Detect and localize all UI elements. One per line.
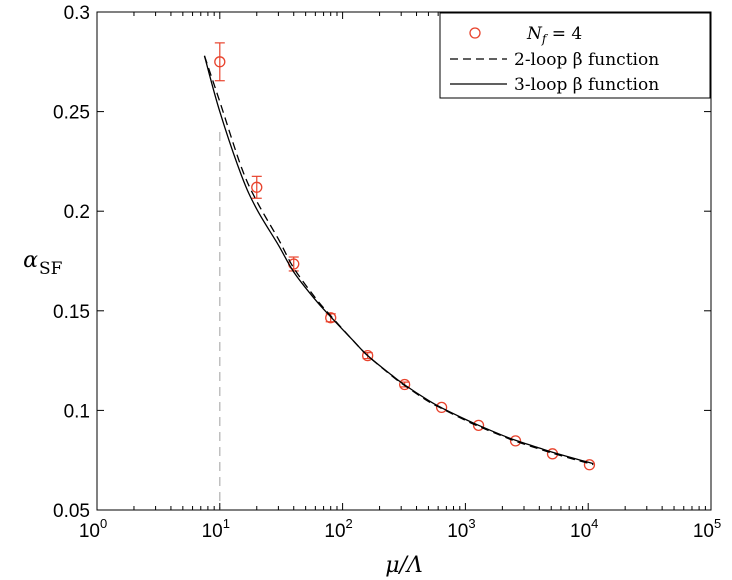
data-point-nf4 [398, 378, 411, 391]
data-point-nf4 [509, 435, 522, 447]
x-tick-label-base: 10 [693, 521, 714, 542]
data-point-nf4 [325, 312, 337, 324]
data-point-nf4 [435, 401, 448, 414]
data-point-nf4 [214, 56, 226, 68]
y-tick-label: 0.1 [64, 401, 90, 422]
x-axis-label: μ/Λ [385, 553, 423, 578]
x-tick-label-base: 10 [570, 521, 591, 542]
x-tick-label-base: 10 [447, 521, 468, 542]
data-point-nf4 [583, 459, 596, 471]
legend-marker-nf4 [469, 27, 481, 39]
x-tick-label: 104 [570, 516, 598, 542]
x-tick-label-exp: 3 [468, 516, 475, 531]
y-axis-label-group: α SF [23, 248, 63, 279]
y-tick-label: 0.25 [53, 103, 90, 124]
x-tick-label: 100 [79, 516, 107, 542]
x-tick-label-exp: 0 [100, 516, 107, 531]
x-tick-label-base: 10 [79, 521, 100, 542]
y-axis-label: α [23, 248, 38, 273]
x-tick-label-exp: 1 [223, 516, 230, 531]
x-tick-label-base: 10 [202, 521, 223, 542]
series-layer [203, 42, 596, 471]
data-point-nf4 [472, 419, 485, 431]
x-tick-label: 105 [693, 516, 721, 542]
legend: Nf = 4 2-loop β function 3-loop β functi… [439, 12, 711, 99]
legend-label-nf4: Nf = 4 [526, 24, 582, 46]
x-tick-label: 101 [202, 516, 230, 542]
x-tick-label: 103 [447, 516, 475, 542]
x-tick-label-exp: 4 [591, 516, 598, 531]
x-tick-label: 102 [324, 516, 352, 542]
data-point-nf4 [251, 181, 263, 193]
x-tick-label-exp: 5 [714, 516, 721, 531]
x-tick-label-exp: 2 [346, 516, 353, 531]
data-point-nf4 [362, 349, 374, 362]
y-tick-label: 0.15 [53, 302, 90, 323]
x-tick-label-base: 10 [324, 521, 345, 542]
series-line-3loop [203, 55, 594, 465]
y-tick-label: 0.3 [64, 3, 90, 24]
y-axis-label-sub: SF [39, 259, 63, 279]
legend-label-3loop: 3-loop β function [514, 75, 659, 95]
y-tick-label: 0.2 [64, 202, 90, 223]
legend-label-2loop: 2-loop β function [514, 50, 659, 70]
y-tick-label: 0.05 [53, 501, 90, 522]
